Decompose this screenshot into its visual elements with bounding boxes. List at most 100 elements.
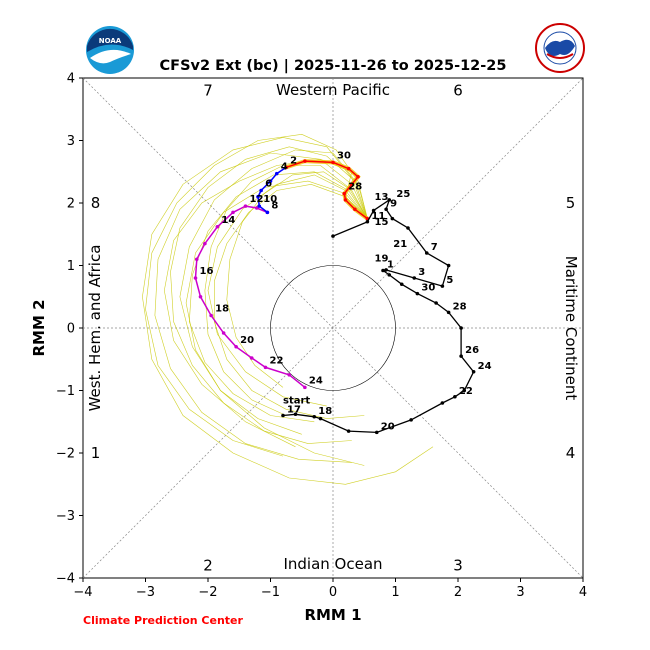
forecast-point (243, 204, 248, 208)
observed-point (406, 226, 410, 230)
forecast-day-label: 18 (215, 304, 229, 315)
forecast-day-label: 4 (281, 162, 288, 173)
x-tick-label: 4 (579, 585, 587, 600)
forecast-point (221, 331, 226, 335)
ensemble-member-line (179, 149, 368, 466)
ensemble-member-line (214, 183, 368, 419)
ensemble-member-line (226, 171, 368, 388)
forecast-day-label: 6 (265, 179, 272, 190)
observed-day-label: 3 (418, 267, 425, 278)
observed-point (318, 416, 323, 421)
phase-label: 4 (566, 444, 576, 462)
ensemble-member-line (204, 165, 368, 416)
observed-point (462, 388, 467, 393)
forecast-day-label: 2 (290, 155, 297, 166)
nws-logo (535, 23, 585, 73)
x-axis-label: RMM 1 (304, 606, 361, 624)
observed-point (384, 268, 388, 272)
observed-day-label: 13 (375, 192, 389, 203)
x-tick-label: −2 (198, 585, 217, 600)
observed-point (412, 276, 417, 280)
observed-point (387, 273, 392, 277)
forecast-point (198, 294, 203, 299)
phase-label: 7 (203, 82, 213, 100)
observed-point (446, 263, 451, 268)
observed-day-label: 9 (390, 198, 397, 209)
observed-day-label: 26 (465, 345, 479, 356)
region-label: Western Pacific (276, 81, 390, 99)
observed-point (471, 369, 476, 374)
forecast-point (287, 373, 292, 377)
ensemble-member-line (185, 180, 368, 435)
observed-point (459, 326, 463, 330)
forecast-point (231, 210, 235, 215)
observed-day-label: 20 (381, 421, 395, 432)
observed-day-label: 25 (396, 189, 410, 200)
forecast-point (215, 224, 220, 229)
observed-point (312, 414, 317, 419)
observed-day-label: 18 (318, 406, 332, 417)
start-label: start (283, 396, 310, 407)
observed-point (346, 429, 351, 433)
forecast-point (249, 356, 254, 360)
forecast-point (346, 166, 351, 171)
forecast-day-label: 28 (348, 182, 362, 193)
forecast-point (331, 160, 335, 165)
forecast-point (349, 182, 354, 187)
forecast-day-label: 24 (309, 375, 323, 386)
y-tick-label: −1 (56, 384, 75, 399)
credit-text: Climate Prediction Center (83, 614, 243, 627)
forecast-point (268, 179, 273, 183)
forecast-day-label: 16 (200, 266, 214, 277)
y-tick-label: 2 (67, 197, 75, 212)
forecast-week1-line (285, 160, 368, 220)
forecast-day-label: 10 (263, 194, 277, 205)
noaa-logo-text: NOAA (99, 37, 122, 45)
forecast-point (193, 276, 198, 280)
observed-point (453, 394, 457, 399)
phase-label: 5 (566, 194, 576, 212)
forecast-week3-line (194, 205, 306, 388)
observed-day-label: 11 (371, 211, 385, 222)
forecast-point (342, 191, 347, 196)
forecast-point (353, 207, 357, 212)
phase-label: 2 (203, 557, 213, 575)
phase-label: 6 (453, 82, 463, 100)
x-tick-label: 1 (391, 585, 399, 600)
observed-day-label: 28 (453, 301, 467, 312)
observed-point (293, 412, 298, 417)
observed-point (381, 268, 385, 273)
x-tick-label: −4 (73, 585, 92, 600)
noaa-logo: NOAA (86, 26, 134, 74)
region-label: Indian Ocean (283, 555, 382, 573)
observed-point (440, 284, 445, 288)
forecast-day-label: 30 (337, 150, 351, 161)
observed-day-label: 21 (393, 239, 407, 250)
chart-title: CFSv2 Ext (bc) | 2025-11-26 to 2025-12-2… (160, 58, 507, 74)
x-tick-label: 0 (329, 585, 337, 600)
phase-label: 8 (91, 194, 101, 212)
ensemble-member-line (154, 152, 368, 463)
forecast-point (263, 365, 268, 370)
observed-point (440, 401, 445, 405)
unit-circle (270, 265, 396, 391)
forecast-point (303, 385, 307, 390)
forecast-point (284, 165, 288, 170)
forecast-point (254, 206, 259, 210)
forecast-day-label: 8 (271, 200, 278, 211)
x-tick-label: −3 (136, 585, 155, 600)
phase-label: 1 (91, 444, 101, 462)
observed-point (446, 310, 451, 315)
forecast-point (209, 313, 213, 318)
y-tick-label: 3 (67, 134, 75, 149)
observed-point (387, 198, 392, 202)
observed-day-label: 24 (478, 361, 492, 372)
observed-line (282, 198, 475, 434)
observed-point (390, 216, 395, 221)
region-label: West. Hem. and Africa (86, 245, 104, 412)
observed-day-label: 5 (446, 275, 453, 286)
observed-day-label: 22 (459, 386, 473, 397)
